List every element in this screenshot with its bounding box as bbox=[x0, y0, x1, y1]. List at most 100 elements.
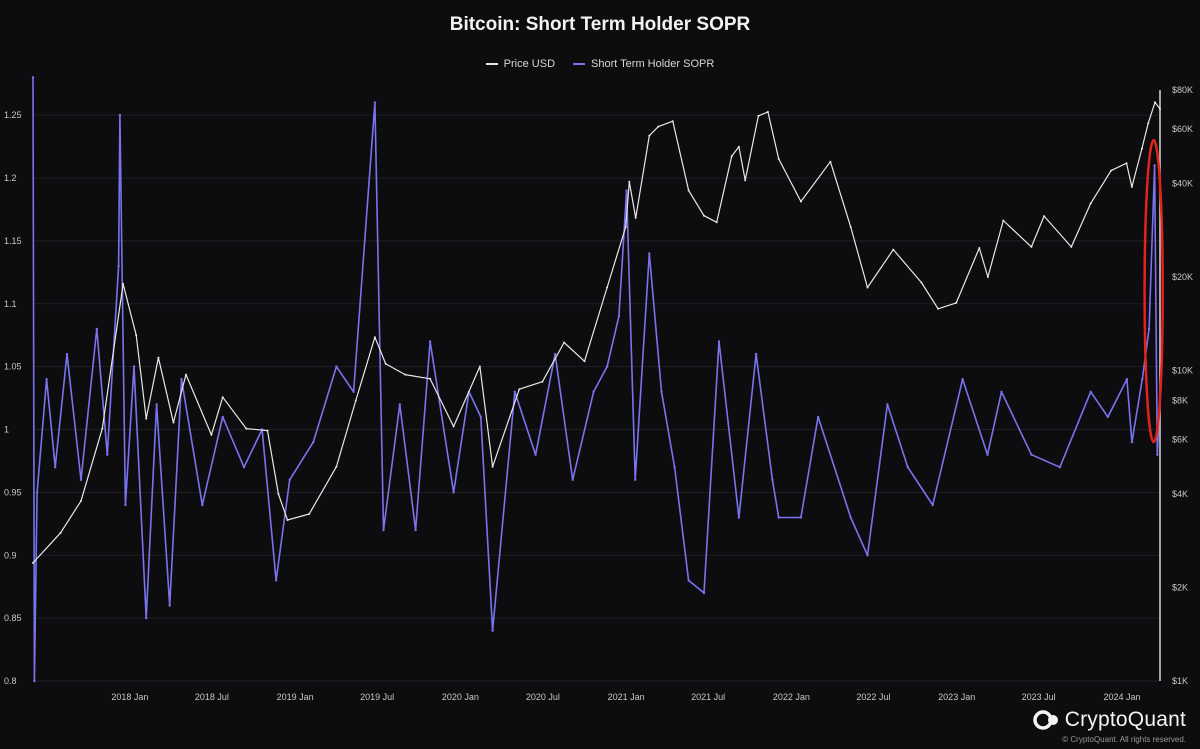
sopr-data-point bbox=[605, 365, 609, 368]
price-data-point bbox=[628, 180, 631, 183]
sopr-data-point bbox=[117, 264, 120, 268]
price-data-point bbox=[730, 155, 733, 158]
price-data-point bbox=[671, 120, 674, 123]
sopr-data-point bbox=[145, 616, 148, 620]
sopr-data-point bbox=[491, 629, 494, 632]
price-data-point bbox=[715, 221, 718, 224]
sopr-data-point bbox=[717, 340, 721, 343]
price-data-point bbox=[1125, 162, 1128, 165]
sopr-data-point bbox=[886, 403, 889, 406]
legend-item-price[interactable]: Price USD bbox=[485, 58, 555, 70]
sopr-data-point bbox=[201, 503, 204, 507]
x-tick-label: 2018 Jul bbox=[195, 692, 229, 702]
legend-item-sopr[interactable]: Short Term Holder SOPR bbox=[573, 58, 714, 70]
price-data-point bbox=[384, 362, 387, 365]
price-data-point bbox=[955, 301, 958, 304]
sopr-data-point bbox=[737, 516, 741, 519]
sopr-data-point bbox=[312, 440, 315, 444]
sopr-data-point bbox=[288, 478, 291, 481]
annotation-layer bbox=[1143, 139, 1164, 444]
sopr-data-point bbox=[702, 591, 706, 595]
sopr-data-point bbox=[155, 403, 158, 406]
price-data-point bbox=[135, 334, 138, 337]
sopr-data-point bbox=[398, 403, 401, 406]
left-tick-label: 0.95 bbox=[4, 487, 22, 497]
price-data-point bbox=[744, 179, 747, 182]
sopr-data-point bbox=[414, 528, 417, 532]
price-data-point bbox=[101, 427, 104, 430]
sopr-data-point bbox=[242, 466, 246, 469]
price-data-point bbox=[266, 429, 269, 432]
sopr-series-line bbox=[32, 77, 1161, 682]
price-data-point bbox=[80, 499, 82, 502]
price-data-point bbox=[1043, 215, 1046, 218]
price-series-line bbox=[32, 101, 1161, 564]
sopr-data-point bbox=[754, 352, 758, 356]
sopr-data-point bbox=[335, 365, 338, 368]
price-data-point bbox=[799, 200, 802, 203]
sopr-data-point bbox=[1106, 415, 1110, 419]
sopr-data-point bbox=[168, 604, 171, 607]
price-data-point bbox=[766, 110, 769, 113]
price-data-point bbox=[866, 286, 869, 289]
price-data-point bbox=[210, 433, 213, 436]
right-axis: $1K $2K $4K $6K $8K $10K $20K $40K $60K $80K bbox=[1172, 85, 1193, 686]
sopr-data-point bbox=[452, 491, 455, 494]
left-tick-label: 1.15 bbox=[4, 236, 22, 246]
sopr-data-point bbox=[777, 516, 780, 519]
right-tick-label: $1K bbox=[1172, 676, 1188, 686]
sopr-data-point bbox=[35, 491, 39, 494]
sopr-data-point bbox=[33, 679, 36, 683]
sopr-data-point bbox=[124, 503, 127, 507]
price-data-point bbox=[478, 365, 481, 368]
price-data-point bbox=[1140, 147, 1143, 150]
x-tick-label: 2021 Jan bbox=[608, 692, 645, 702]
x-tick-label: 2020 Jul bbox=[526, 692, 560, 702]
price-data-point bbox=[986, 276, 989, 278]
price-data-point bbox=[757, 114, 760, 117]
price-data-point bbox=[920, 281, 923, 284]
legend-swatch-sopr bbox=[573, 63, 586, 65]
left-tick-label: 1.2 bbox=[4, 173, 17, 183]
right-tick-label: $40K bbox=[1172, 178, 1193, 188]
price-data-point bbox=[606, 286, 609, 289]
price-data-point bbox=[687, 189, 690, 192]
x-tick-label: 2022 Jul bbox=[856, 692, 890, 702]
price-data-point bbox=[648, 134, 651, 137]
price-data-point bbox=[583, 360, 586, 363]
price-data-point bbox=[277, 493, 280, 495]
sopr-data-point bbox=[673, 466, 676, 469]
sopr-data-point bbox=[479, 415, 482, 419]
price-data-point bbox=[624, 225, 627, 228]
right-tick-label: $60K bbox=[1172, 124, 1193, 134]
sopr-data-point bbox=[906, 466, 909, 469]
price-data-point bbox=[335, 465, 338, 468]
sopr-data-point bbox=[866, 554, 869, 557]
sopr-data-point bbox=[1156, 453, 1159, 456]
left-tick-label: 0.85 bbox=[4, 613, 22, 623]
x-tick-label: 2024 Jan bbox=[1103, 692, 1140, 702]
price-data-point bbox=[978, 247, 981, 249]
price-data-point bbox=[703, 214, 705, 217]
x-tick-label: 2019 Jan bbox=[277, 692, 314, 702]
right-tick-label: $8K bbox=[1172, 396, 1188, 406]
sopr-data-point bbox=[625, 189, 628, 192]
price-data-point bbox=[185, 373, 187, 376]
sopr-data-point bbox=[1147, 327, 1151, 331]
x-tick-label: 2022 Jan bbox=[773, 692, 810, 702]
price-data-point bbox=[172, 421, 175, 424]
x-tick-label: 2021 Jul bbox=[691, 692, 725, 702]
price-data-point bbox=[563, 341, 566, 344]
left-tick-label: 0.8 bbox=[4, 676, 17, 686]
sopr-data-point bbox=[617, 315, 621, 318]
price-data-point bbox=[777, 157, 780, 160]
price-data-point bbox=[59, 531, 62, 534]
sopr-data-point bbox=[221, 415, 224, 419]
price-data-point bbox=[221, 396, 224, 399]
price-data-point bbox=[1147, 122, 1150, 125]
price-data-point bbox=[892, 248, 895, 251]
sopr-data-point bbox=[592, 390, 595, 393]
sopr-data-point bbox=[648, 252, 651, 255]
sopr-data-point bbox=[1000, 390, 1003, 393]
